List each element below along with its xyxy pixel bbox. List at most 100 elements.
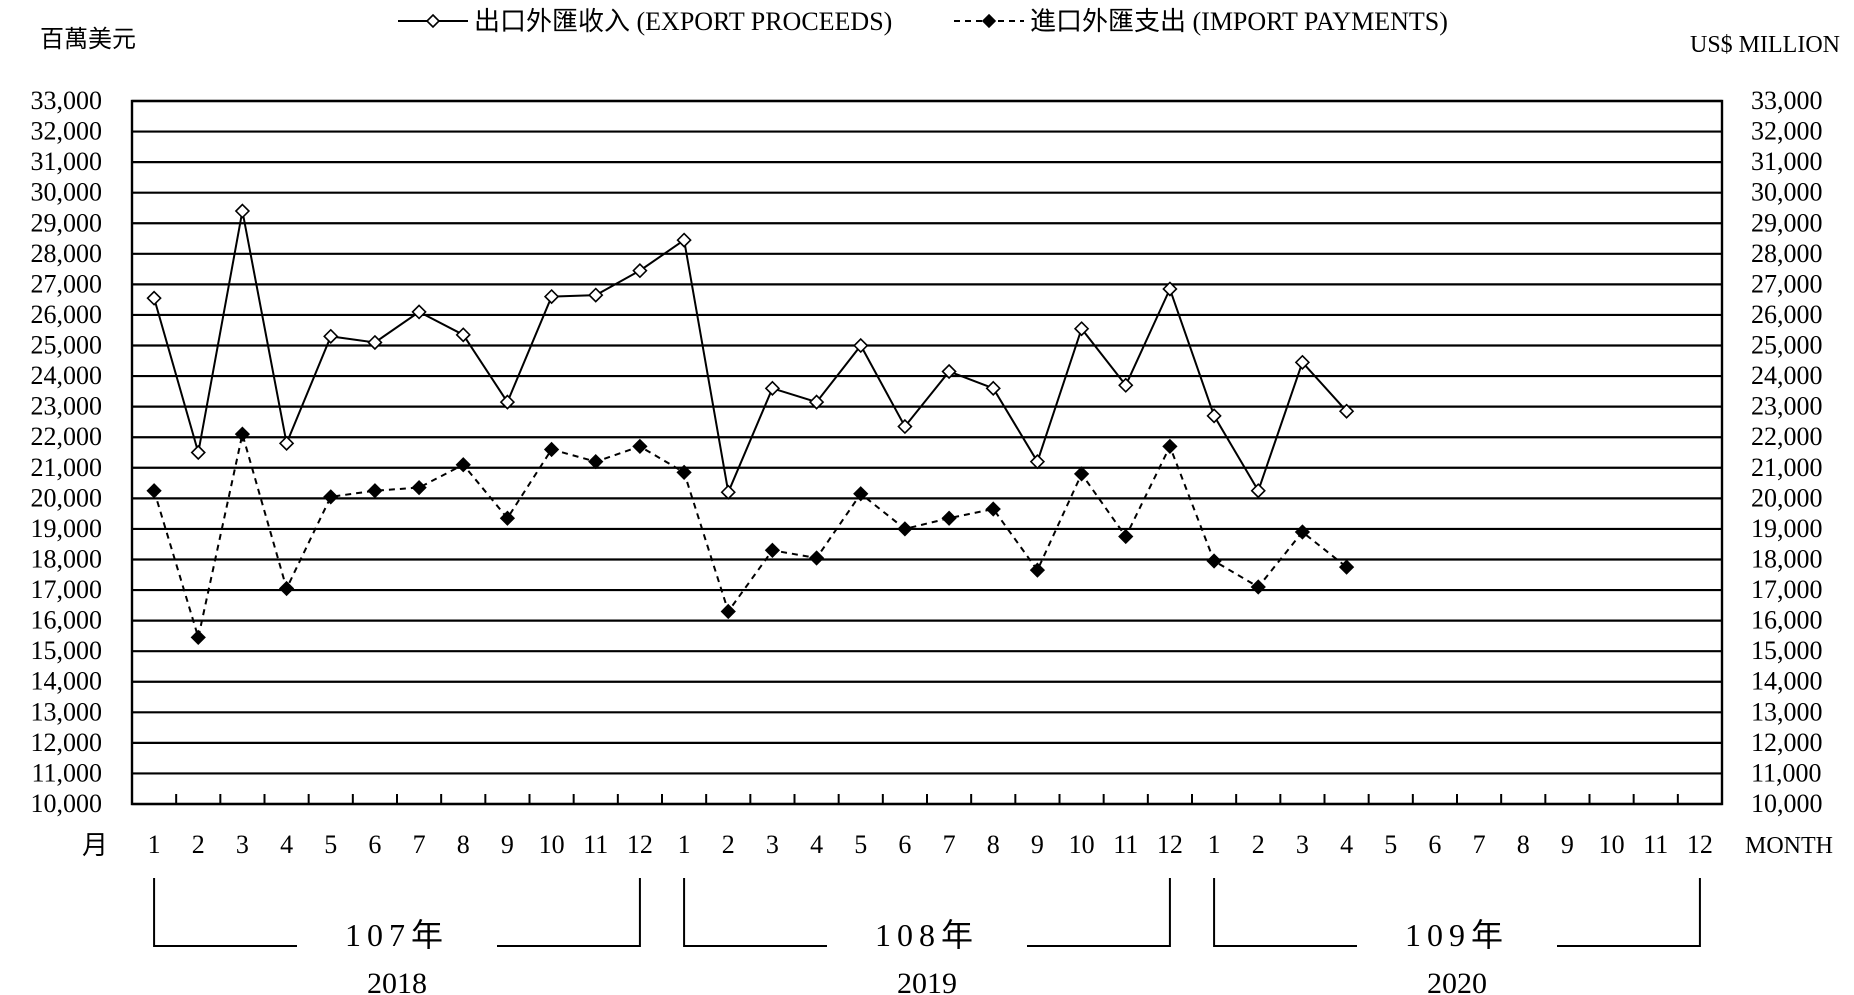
- data-point-export: [764, 380, 781, 396]
- data-point-import: [146, 483, 162, 499]
- x-tick-label: 10: [1599, 830, 1625, 859]
- data-point-export: [808, 394, 825, 410]
- y-tick-label-right: 12,000: [1751, 728, 1823, 757]
- x-tick-label: 3: [1296, 830, 1309, 859]
- x-tick-label: 12: [627, 830, 653, 859]
- y-tick-label-left: 16,000: [31, 606, 103, 635]
- data-point-import: [985, 501, 1001, 517]
- x-tick-label: 4: [810, 830, 823, 859]
- y-tick-label-right: 26,000: [1751, 300, 1823, 329]
- data-point-export: [323, 328, 339, 344]
- data-point-export: [853, 337, 869, 354]
- data-point-import: [1162, 438, 1178, 455]
- data-point-export: [1294, 354, 1311, 370]
- year-label: 2019: [897, 967, 957, 995]
- data-point-import: [1206, 553, 1222, 569]
- legend-import-marker: [981, 13, 997, 29]
- data-point-export: [676, 232, 692, 248]
- y-tick-label-left: 20,000: [31, 483, 103, 512]
- x-tick-label: 4: [1340, 830, 1353, 859]
- data-point-export: [455, 327, 471, 343]
- x-tick-label: 12: [1157, 830, 1183, 859]
- y-tick-label-right: 22,000: [1751, 422, 1823, 451]
- data-point-export: [1029, 454, 1046, 470]
- data-point-import: [853, 486, 869, 502]
- x-tick-label: 1: [1208, 830, 1221, 859]
- y-tick-label-right: 20,000: [1751, 483, 1823, 512]
- legend: 出口外匯收入 (EXPORT PROCEEDS) 進口外匯支出 (IMPORT …: [398, 7, 1448, 36]
- x-tick-label: 10: [1069, 830, 1095, 859]
- y-tick-label-left: 31,000: [31, 147, 103, 176]
- data-point-export: [1206, 408, 1222, 424]
- grid-layer: [132, 99, 1722, 806]
- series-line-export: [153, 210, 1348, 496]
- data-point-import: [941, 510, 957, 526]
- year-bracket-right: [1027, 878, 1171, 947]
- x-tick-label: 4: [280, 830, 293, 859]
- y-tick-label-left: 19,000: [31, 514, 103, 543]
- y-tick-label-right: 29,000: [1751, 208, 1823, 237]
- x-tick-label: 9: [1561, 830, 1574, 859]
- x-tick-label: 2: [1252, 830, 1265, 859]
- y-tick-label-right: 21,000: [1751, 453, 1823, 482]
- data-point-export: [897, 418, 913, 435]
- data-point-export: [1162, 281, 1178, 297]
- y-tick-label-left: 30,000: [31, 178, 103, 207]
- data-point-export: [543, 288, 560, 305]
- x-tick-label: 9: [501, 830, 514, 859]
- y-tick-label-left: 28,000: [31, 239, 103, 268]
- x-tick-label: 11: [1113, 830, 1138, 859]
- y-tick-label-left: 12,000: [31, 728, 103, 757]
- y-tick-label-left: 13,000: [31, 697, 103, 726]
- data-point-import: [367, 483, 383, 499]
- year-label: 2020: [1427, 967, 1487, 995]
- data-point-import: [676, 464, 692, 480]
- y-tick-label-right: 23,000: [1751, 392, 1823, 421]
- data-point-import: [1073, 466, 1090, 482]
- x-tick-label: 6: [1428, 830, 1441, 859]
- right-unit-label: US$ MILLION: [1690, 32, 1840, 58]
- y-tick-label-right: 24,000: [1751, 361, 1823, 390]
- x-tick-label: 5: [324, 830, 337, 859]
- x-tick-label: 7: [413, 830, 426, 859]
- y-tick-label-left: 17,000: [31, 575, 103, 604]
- data-point-import: [190, 629, 206, 646]
- data-point-export: [499, 394, 516, 410]
- y-tick-label-left: 15,000: [31, 636, 103, 665]
- y-tick-label-right: 28,000: [1751, 239, 1823, 268]
- x-tick-label: 8: [1517, 830, 1530, 859]
- data-point-import: [808, 550, 825, 566]
- y-tick-label-left: 22,000: [31, 422, 103, 451]
- data-point-export: [941, 363, 957, 380]
- y-tick-label-right: 31,000: [1751, 147, 1823, 176]
- x-tick-label: 2: [722, 830, 735, 859]
- roc-year-label: 108年: [875, 917, 979, 953]
- y-tick-label-right: 32,000: [1751, 117, 1823, 146]
- data-point-export: [146, 290, 162, 306]
- data-point-import: [897, 521, 913, 537]
- data-point-import: [1250, 579, 1266, 595]
- data-point-export: [234, 203, 251, 219]
- data-point-import: [764, 542, 781, 558]
- y-tick-label-right: 17,000: [1751, 575, 1823, 604]
- y-tick-label-right: 10,000: [1751, 789, 1823, 818]
- y-tick-label-left: 11,000: [31, 758, 102, 787]
- y-tick-label-left: 32,000: [31, 117, 103, 146]
- y-tick-label-left: 23,000: [31, 392, 103, 421]
- y-tick-label-left: 33,000: [31, 86, 103, 115]
- plot-border: [130, 99, 1724, 806]
- year-bracket-left: [153, 878, 297, 947]
- data-point-export: [588, 287, 604, 303]
- y-tick-label-left: 26,000: [31, 300, 103, 329]
- year-label: 2018: [367, 967, 427, 995]
- series-layer: [146, 203, 1355, 646]
- x-tick-label: 5: [854, 830, 867, 859]
- data-point-import: [543, 441, 560, 458]
- x-tick-label: 10: [539, 830, 565, 859]
- y-tick-label-right: 11,000: [1751, 758, 1822, 787]
- y-tick-label-right: 27,000: [1751, 269, 1823, 298]
- x-tick-label: 8: [457, 830, 470, 859]
- data-point-import: [1029, 562, 1046, 578]
